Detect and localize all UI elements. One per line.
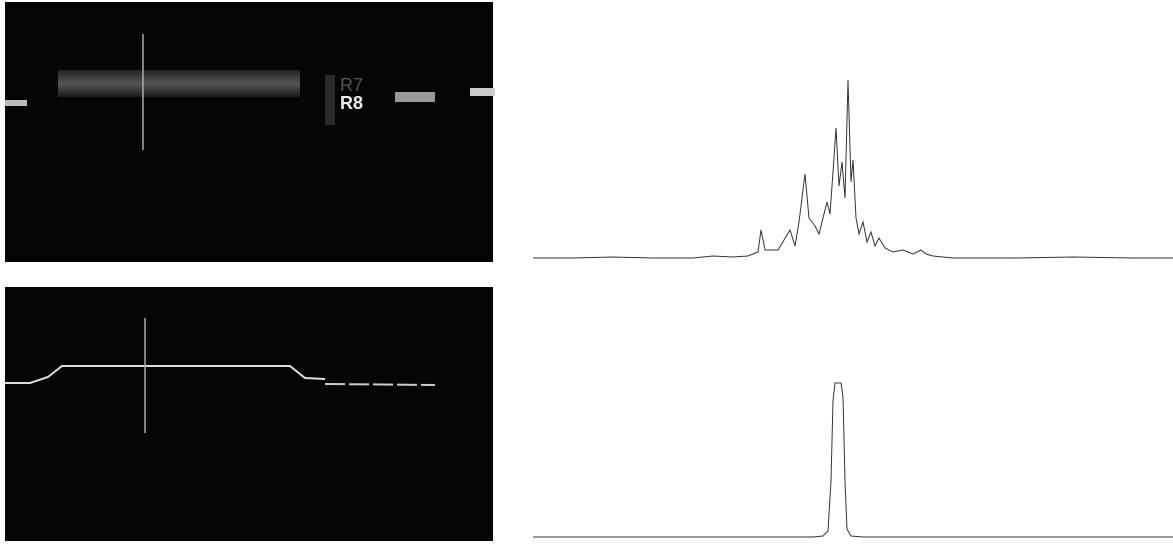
- image-band: [58, 70, 300, 97]
- profiles: [533, 79, 1173, 538]
- bottom-image: [5, 287, 493, 541]
- image-blob: [5, 100, 27, 106]
- image-label: R7: [340, 75, 363, 95]
- profile-line: [533, 382, 1173, 538]
- top-image: R7 R8: [5, 2, 495, 262]
- image-blob: [395, 92, 435, 102]
- image-blob: [325, 75, 335, 125]
- image-background: [5, 2, 493, 262]
- image-edge: [324, 383, 436, 386]
- image-background: [5, 287, 493, 541]
- image-edge: [5, 365, 326, 384]
- image-label: R8: [340, 93, 363, 113]
- image-blob: [470, 88, 495, 96]
- profile-line: [533, 79, 1173, 259]
